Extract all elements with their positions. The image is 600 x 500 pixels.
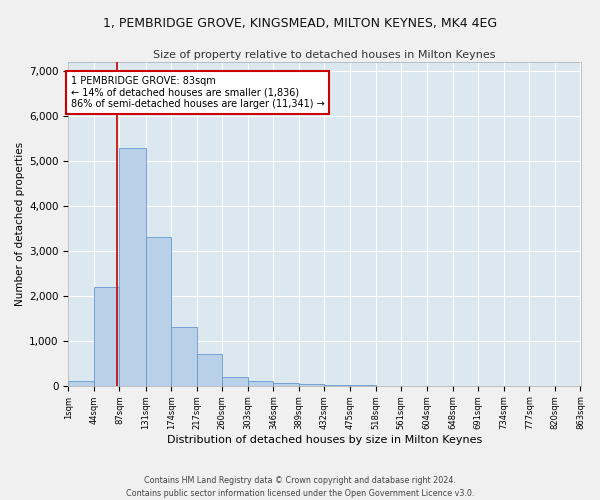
Bar — [197, 354, 222, 386]
Bar — [274, 384, 299, 386]
Bar — [299, 384, 325, 386]
Bar — [248, 381, 274, 386]
Bar — [146, 238, 171, 386]
Bar — [119, 148, 146, 386]
Y-axis label: Number of detached properties: Number of detached properties — [15, 142, 25, 306]
Bar — [222, 376, 248, 386]
Bar — [171, 328, 197, 386]
X-axis label: Distribution of detached houses by size in Milton Keynes: Distribution of detached houses by size … — [167, 435, 482, 445]
Text: Contains HM Land Registry data © Crown copyright and database right 2024.
Contai: Contains HM Land Registry data © Crown c… — [126, 476, 474, 498]
Text: 1 PEMBRIDGE GROVE: 83sqm
← 14% of detached houses are smaller (1,836)
86% of sem: 1 PEMBRIDGE GROVE: 83sqm ← 14% of detach… — [71, 76, 325, 109]
Bar — [68, 381, 94, 386]
Title: Size of property relative to detached houses in Milton Keynes: Size of property relative to detached ho… — [153, 50, 496, 60]
Text: 1, PEMBRIDGE GROVE, KINGSMEAD, MILTON KEYNES, MK4 4EG: 1, PEMBRIDGE GROVE, KINGSMEAD, MILTON KE… — [103, 18, 497, 30]
Bar — [94, 287, 119, 386]
